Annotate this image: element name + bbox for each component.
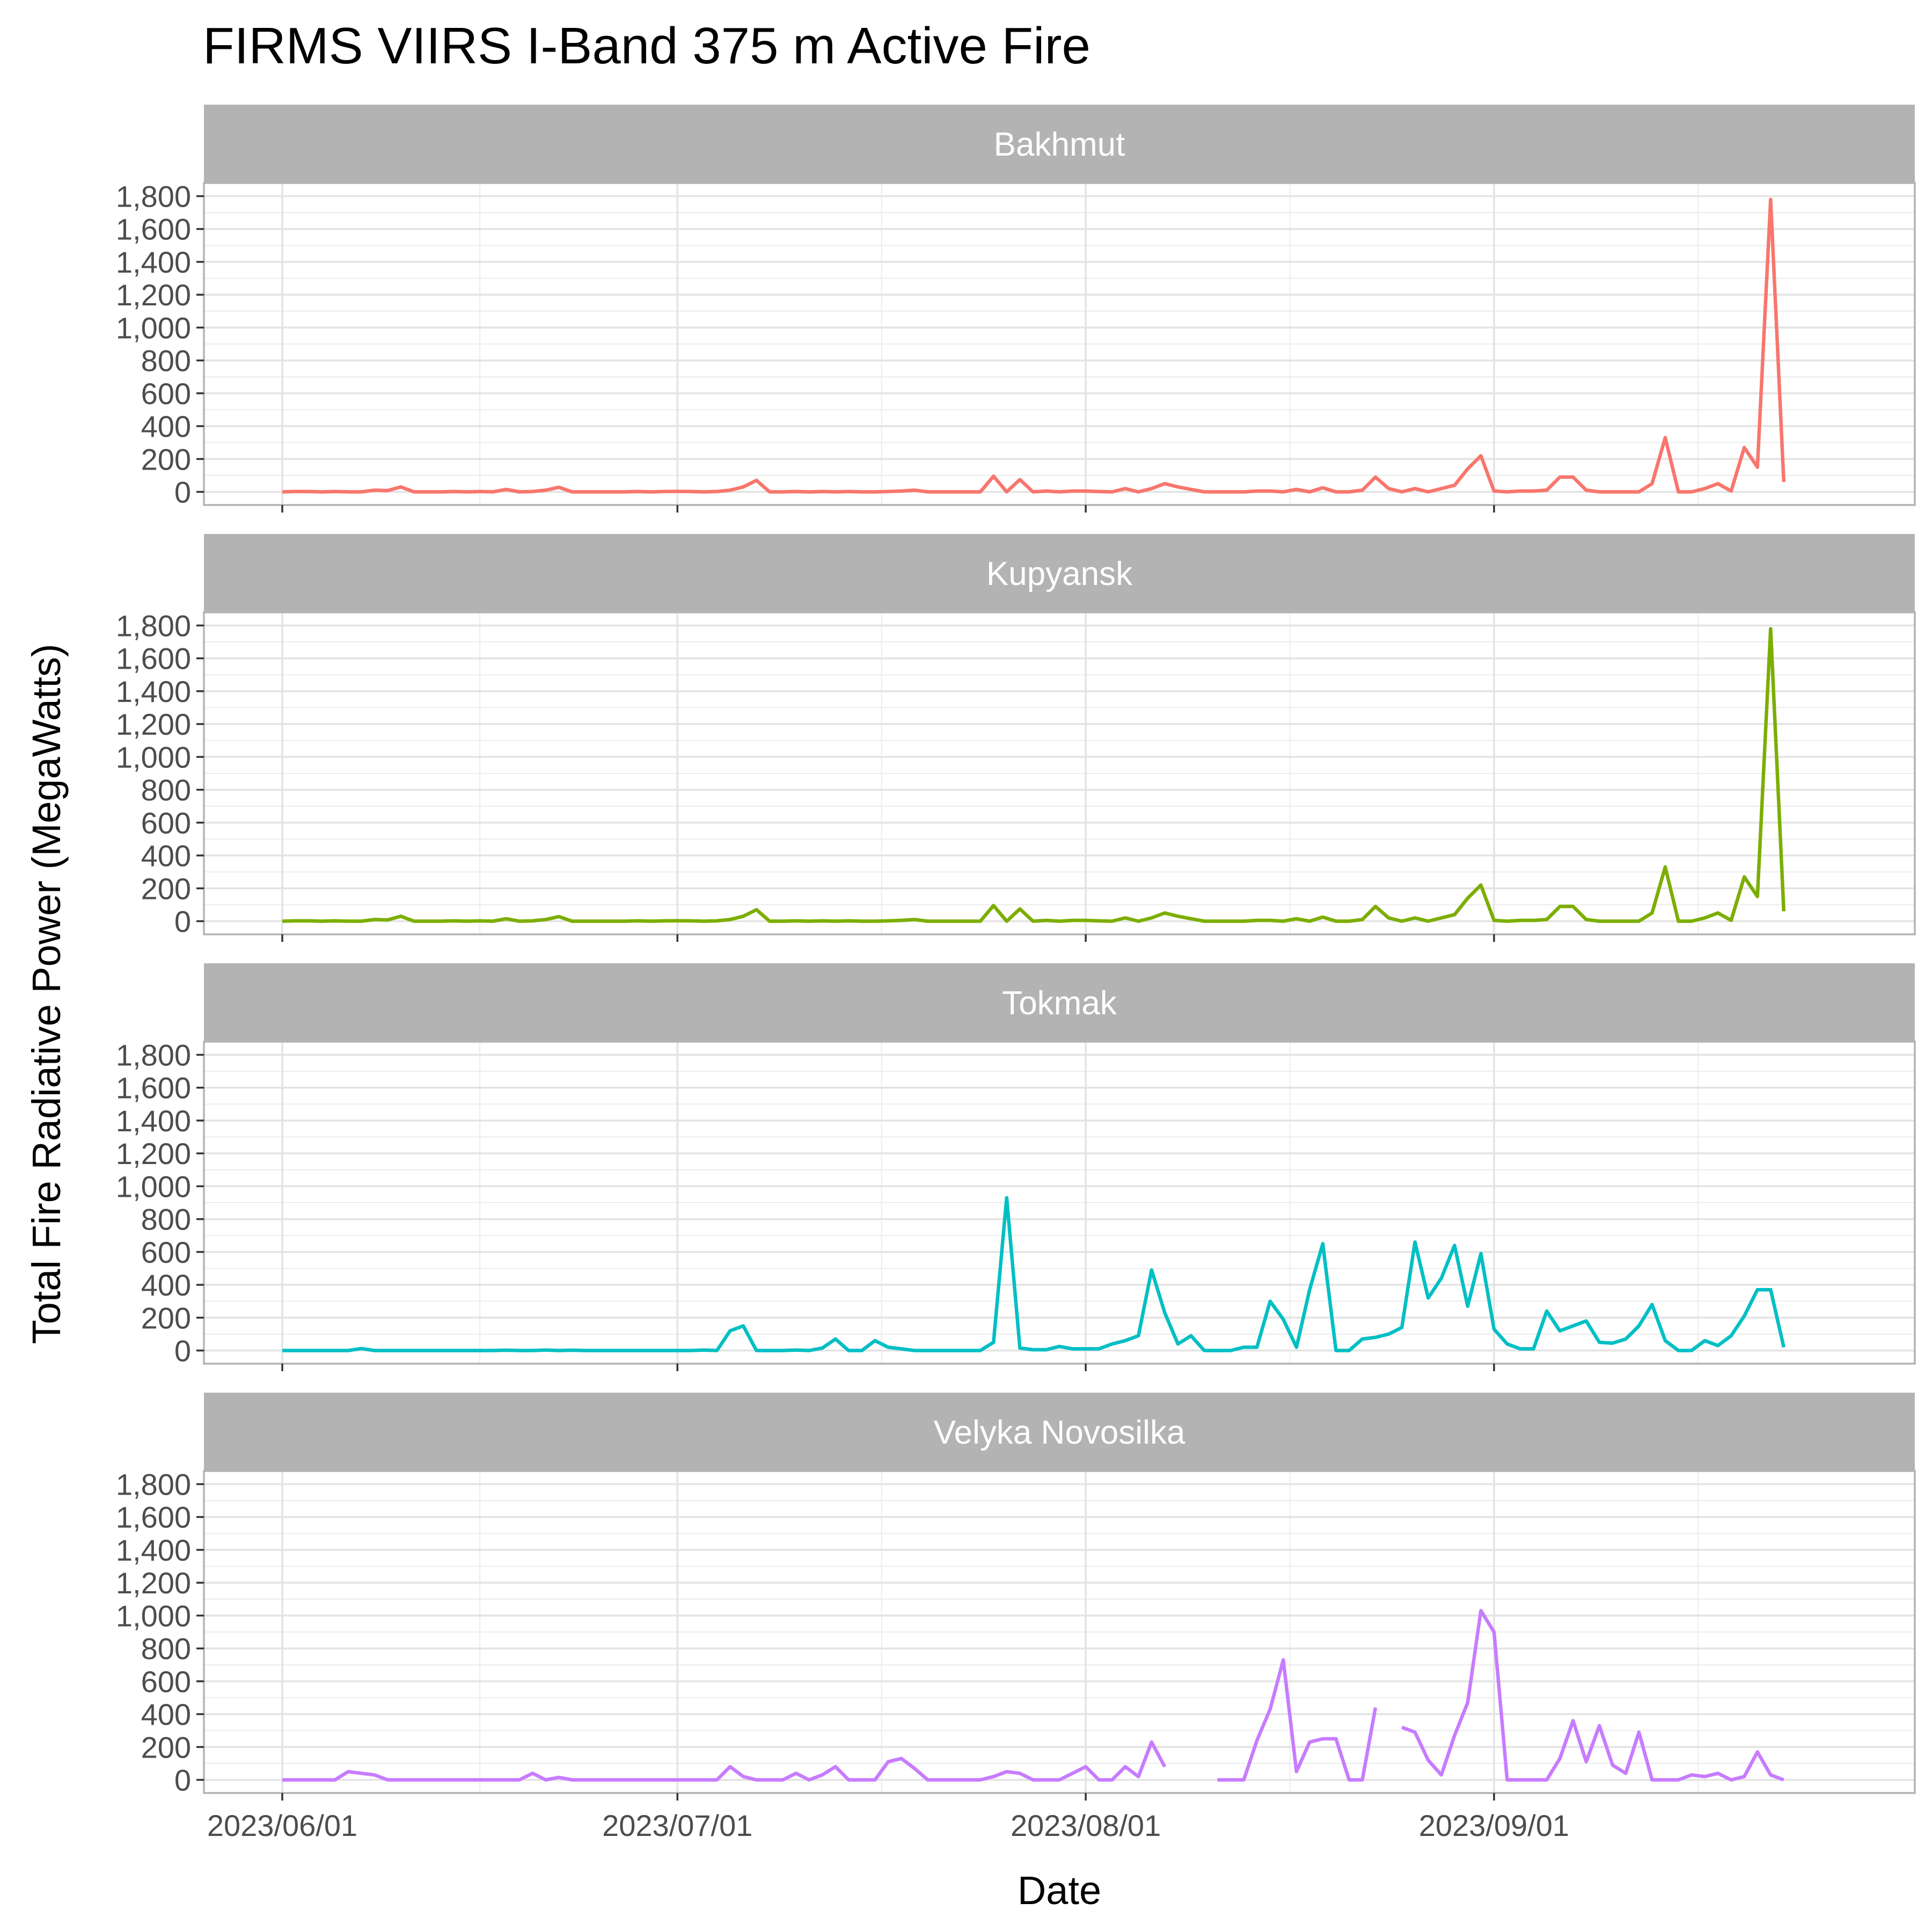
y-tick-label: 400	[141, 839, 191, 873]
y-tick-label: 200	[141, 442, 191, 476]
y-tick-label: 1,200	[116, 1566, 191, 1600]
y-tick-label: 800	[141, 1632, 191, 1666]
facet-strip	[204, 963, 1915, 1042]
y-tick-label: 1,200	[116, 278, 191, 312]
y-tick-label: 1,000	[116, 1599, 191, 1633]
y-tick-label: 1,000	[116, 1169, 191, 1203]
y-tick-label: 0	[174, 1334, 191, 1368]
y-tick-label: 0	[174, 475, 191, 509]
facet-strip	[204, 105, 1915, 183]
facet-panels: Bakhmut02004006008001,0001,2001,4001,600…	[116, 105, 1916, 1801]
y-tick-label: 1,600	[116, 642, 191, 676]
y-tick-label: 1,400	[116, 1104, 191, 1138]
y-tick-label: 600	[141, 377, 191, 411]
facet-strip	[204, 534, 1915, 612]
x-tick-label: 2023/09/01	[1419, 1809, 1569, 1842]
y-tick-label: 600	[141, 1665, 191, 1699]
y-tick-label: 1,800	[116, 609, 191, 642]
y-tick-label: 1,400	[116, 245, 191, 279]
series-line	[282, 1740, 1167, 1782]
series-line	[282, 1196, 1785, 1352]
y-tick-label: 1,200	[116, 707, 191, 741]
y-tick-label: 800	[141, 344, 191, 378]
y-tick-label: 200	[141, 872, 191, 905]
series-line	[282, 627, 1786, 923]
panel-border	[203, 611, 1916, 935]
series-line	[1217, 1658, 1378, 1782]
y-tick-label: 400	[141, 409, 191, 443]
facet-strip-label: Velyka Novosilka	[934, 1414, 1185, 1451]
y-tick-label: 1,800	[116, 1038, 191, 1072]
facet-strip-label: Kupyansk	[986, 555, 1133, 592]
series-line	[282, 197, 1786, 494]
y-tick-label: 800	[141, 1203, 191, 1236]
panel-border	[203, 1470, 1916, 1794]
y-tick-label: 1,400	[116, 675, 191, 708]
facet-strip-label: Bakhmut	[994, 126, 1125, 163]
y-axis-title: Total Fire Radiative Power (MegaWatts)	[24, 643, 69, 1344]
y-tick-label: 600	[141, 1235, 191, 1269]
y-tick-label: 600	[141, 806, 191, 840]
panel-velyka-novosilka: Velyka Novosilka02004006008001,0001,2001…	[116, 1393, 1916, 1801]
panel-tokmak: Tokmak 02004006008001,0001,2001,4001,6001…	[116, 963, 1916, 1371]
x-axis-title: Date	[1018, 1868, 1101, 1913]
y-tick-label: 1,000	[116, 311, 191, 345]
chart-title: FIRMS VIIRS I-Band 375 m Active Fire	[203, 17, 1091, 75]
y-tick-label: 1,200	[116, 1137, 191, 1170]
y-tick-label: 1,600	[116, 1071, 191, 1105]
x-tick-label: 2023/06/01	[207, 1809, 357, 1842]
facet-strip-label: Tokmak	[1002, 985, 1117, 1022]
x-tick-label: 2023/08/01	[1011, 1809, 1161, 1842]
panel-border	[203, 182, 1916, 506]
y-tick-label: 0	[174, 1763, 191, 1797]
y-tick-label: 1,600	[116, 1501, 191, 1534]
y-tick-label: 200	[141, 1730, 191, 1764]
y-tick-label: 1,800	[116, 179, 191, 213]
facet-strip	[204, 1393, 1915, 1471]
panel-border	[203, 1041, 1916, 1365]
y-tick-label: 1,000	[116, 740, 191, 774]
panel-kupyansk: Kupyansk 02004006008001,0001,2001,4001,60…	[116, 534, 1916, 942]
y-tick-label: 800	[141, 773, 191, 807]
y-tick-label: 1,800	[116, 1467, 191, 1501]
y-tick-label: 1,600	[116, 213, 191, 246]
x-axis: 2023/06/01 2023/07/01 2023/08/01 2023/09/01	[207, 1809, 1569, 1842]
panel-bakhmut: Bakhmut 02004006008001,0001,2001,4001,600…	[116, 105, 1916, 513]
y-tick-label: 400	[141, 1268, 191, 1302]
y-tick-label: 0	[174, 905, 191, 939]
x-tick-label: 2023/07/01	[602, 1809, 752, 1842]
y-tick-label: 200	[141, 1301, 191, 1335]
series-line	[1401, 1608, 1784, 1782]
y-tick-label: 1,400	[116, 1533, 191, 1567]
y-tick-label: 400	[141, 1697, 191, 1731]
